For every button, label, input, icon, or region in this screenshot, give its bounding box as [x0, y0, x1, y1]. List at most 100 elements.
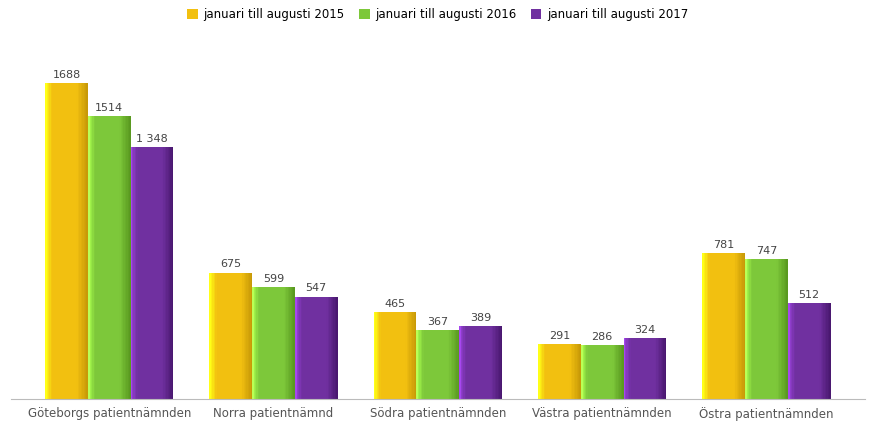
Bar — [395, 312, 397, 399]
Bar — [581, 345, 582, 399]
Bar — [167, 147, 169, 399]
Bar — [282, 287, 283, 399]
Bar — [267, 287, 268, 399]
Bar — [258, 287, 259, 399]
Bar — [494, 326, 496, 399]
Bar — [582, 345, 583, 399]
Text: 547: 547 — [306, 283, 327, 293]
Bar — [822, 303, 823, 399]
Bar — [122, 116, 124, 399]
Bar — [104, 116, 105, 399]
Bar — [159, 147, 160, 399]
Text: 747: 747 — [756, 246, 777, 256]
Bar — [664, 338, 666, 399]
Bar — [248, 273, 249, 399]
Bar — [828, 303, 829, 399]
Bar — [276, 287, 278, 399]
Bar — [456, 330, 458, 399]
Bar — [796, 303, 798, 399]
Bar — [567, 345, 568, 399]
Bar — [165, 147, 167, 399]
Bar — [155, 147, 156, 399]
Bar — [305, 297, 306, 399]
Bar — [229, 273, 231, 399]
Bar — [565, 345, 567, 399]
Bar — [68, 83, 70, 399]
Bar — [655, 338, 657, 399]
Bar — [475, 326, 476, 399]
Bar — [218, 273, 220, 399]
Bar — [589, 345, 590, 399]
Bar — [730, 253, 731, 399]
Bar — [418, 330, 419, 399]
Bar — [162, 147, 163, 399]
Bar — [147, 147, 149, 399]
Bar — [711, 253, 712, 399]
Bar — [120, 116, 122, 399]
Bar — [732, 253, 733, 399]
Bar — [560, 345, 561, 399]
Bar — [648, 338, 649, 399]
Bar — [621, 345, 622, 399]
Bar — [448, 330, 449, 399]
Bar — [618, 345, 619, 399]
Bar — [132, 147, 133, 399]
Bar — [773, 259, 775, 399]
Bar — [209, 273, 211, 399]
Bar — [795, 303, 796, 399]
Bar — [719, 253, 721, 399]
Bar — [326, 297, 328, 399]
Bar — [651, 338, 652, 399]
Bar — [722, 253, 724, 399]
Bar — [610, 345, 612, 399]
Bar — [428, 330, 429, 399]
Bar — [635, 338, 637, 399]
Bar — [71, 83, 72, 399]
Bar — [143, 147, 145, 399]
Bar — [785, 259, 787, 399]
Bar — [547, 345, 548, 399]
Bar — [745, 259, 746, 399]
Bar — [245, 273, 247, 399]
Bar — [52, 83, 54, 399]
Bar — [163, 147, 165, 399]
Bar — [807, 303, 809, 399]
Bar — [46, 83, 48, 399]
Bar — [615, 345, 617, 399]
Bar — [827, 303, 828, 399]
Bar — [451, 330, 452, 399]
Bar — [460, 326, 461, 399]
Bar — [614, 345, 615, 399]
Bar — [50, 83, 51, 399]
Bar — [498, 326, 499, 399]
Bar — [59, 83, 61, 399]
Bar — [757, 259, 758, 399]
Bar — [438, 330, 439, 399]
Bar — [601, 345, 603, 399]
Bar — [109, 116, 111, 399]
Bar — [538, 345, 540, 399]
Bar — [472, 326, 473, 399]
Bar — [268, 287, 269, 399]
Bar — [62, 83, 64, 399]
Bar — [460, 326, 462, 399]
Bar — [599, 345, 601, 399]
Bar — [478, 326, 479, 399]
Bar — [330, 297, 332, 399]
Bar — [211, 273, 212, 399]
Bar — [735, 253, 737, 399]
Bar — [578, 345, 579, 399]
Bar — [118, 116, 119, 399]
Bar — [552, 345, 554, 399]
Bar — [216, 273, 218, 399]
Bar — [453, 330, 455, 399]
Bar — [412, 312, 413, 399]
Bar — [705, 253, 706, 399]
Bar — [388, 312, 390, 399]
Bar — [405, 312, 406, 399]
Bar — [214, 273, 215, 399]
Bar — [594, 345, 595, 399]
Bar — [787, 303, 789, 399]
Bar — [739, 253, 741, 399]
Text: 675: 675 — [221, 259, 242, 269]
